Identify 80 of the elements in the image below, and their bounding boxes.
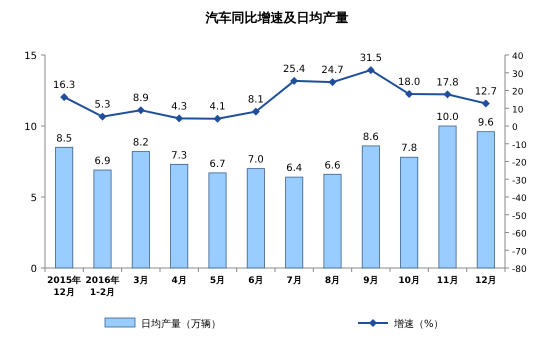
bar	[362, 145, 380, 268]
y2-tick-label: 0	[512, 123, 518, 133]
point	[136, 106, 145, 114]
x-tick-label: 7月	[286, 275, 302, 286]
bar	[246, 168, 265, 268]
data-label: 17.8	[436, 77, 459, 88]
y2-tick-label: 30	[512, 70, 524, 80]
point	[175, 114, 184, 122]
data-label: 10.0	[436, 112, 459, 123]
point	[482, 99, 490, 108]
data-label: 12.7	[474, 86, 497, 98]
y2-tick-label: -10	[512, 140, 527, 151]
x-tick-label: 2015年12月	[47, 275, 82, 298]
bar	[438, 126, 457, 268]
bar	[93, 170, 112, 268]
point	[444, 90, 452, 98]
data-label: 4.3	[171, 101, 188, 112]
data-label: 9.6	[478, 118, 494, 129]
legend-label: 日均产量（万辆）	[141, 318, 221, 330]
data-label: 7.0	[248, 154, 264, 166]
bar	[400, 156, 418, 268]
x-tick-label: 9月	[363, 275, 378, 286]
point	[366, 66, 375, 74]
bar	[285, 176, 304, 268]
data-label: 25.4	[283, 64, 306, 75]
data-label: 18.0	[398, 77, 420, 88]
x-tick-label: 4月	[172, 275, 187, 286]
data-label: 6.9	[94, 156, 110, 168]
bar	[55, 146, 74, 268]
data-label: 6.6	[324, 160, 340, 172]
y2-tick-label: -40	[512, 194, 527, 204]
x-tick-label: 6月	[248, 275, 264, 286]
y2-tick-label: -70	[512, 247, 527, 258]
y2-tick-label: -60	[512, 230, 527, 240]
point	[328, 78, 336, 86]
chart-title: 汽车同比增速及日均产量	[204, 10, 348, 26]
point	[98, 112, 106, 121]
bar	[170, 164, 188, 268]
x-tick-label: 11月	[436, 275, 458, 286]
y2-tick-label: -80	[512, 265, 527, 275]
data-label: 7.3	[171, 150, 188, 162]
legend-label: 增速（%）	[393, 318, 444, 330]
data-label: 31.5	[360, 53, 382, 64]
x-tick-label: 10月	[398, 275, 420, 286]
bar	[208, 172, 227, 268]
y-tick-label: 5	[30, 193, 37, 204]
data-label: 16.3	[53, 80, 76, 92]
x-tick-label: 12月	[475, 275, 497, 286]
bar	[323, 174, 342, 268]
data-label: 8.9	[132, 93, 149, 104]
x-tick-label: 8月	[324, 275, 340, 286]
data-label: 24.7	[321, 65, 344, 76]
x-tick-label: 5月	[210, 275, 226, 286]
y2-tick-label: 40	[512, 52, 524, 62]
data-label: 8.2	[132, 138, 149, 149]
data-label: 6.7	[210, 158, 226, 170]
y2-tick-label: -20	[512, 158, 527, 168]
data-label: 7.8	[401, 143, 418, 154]
bar	[476, 131, 495, 268]
bar	[132, 151, 150, 268]
point	[60, 93, 68, 102]
data-label: 8.5	[56, 133, 72, 144]
y2-tick-label: 20	[512, 88, 524, 98]
x-tick-label: 3月	[133, 275, 148, 286]
y-tick-label: 15	[24, 51, 37, 62]
y-tick-label: 0	[30, 264, 37, 275]
data-label: 8.6	[362, 132, 379, 143]
point	[252, 108, 260, 116]
x-tick-label: 2016年1-2月	[85, 275, 120, 298]
point	[214, 114, 222, 123]
y2-tick-label: 10	[512, 105, 524, 116]
data-label: 4.1	[210, 102, 226, 113]
data-label: 5.3	[94, 100, 110, 111]
point	[290, 76, 298, 85]
data-label: 6.4	[286, 163, 302, 174]
point	[405, 90, 414, 98]
data-label: 8.1	[248, 94, 264, 106]
y-tick-label: 10	[24, 122, 37, 133]
y2-tick-label: -50	[512, 212, 527, 222]
y2-tick-label: -30	[512, 176, 527, 186]
